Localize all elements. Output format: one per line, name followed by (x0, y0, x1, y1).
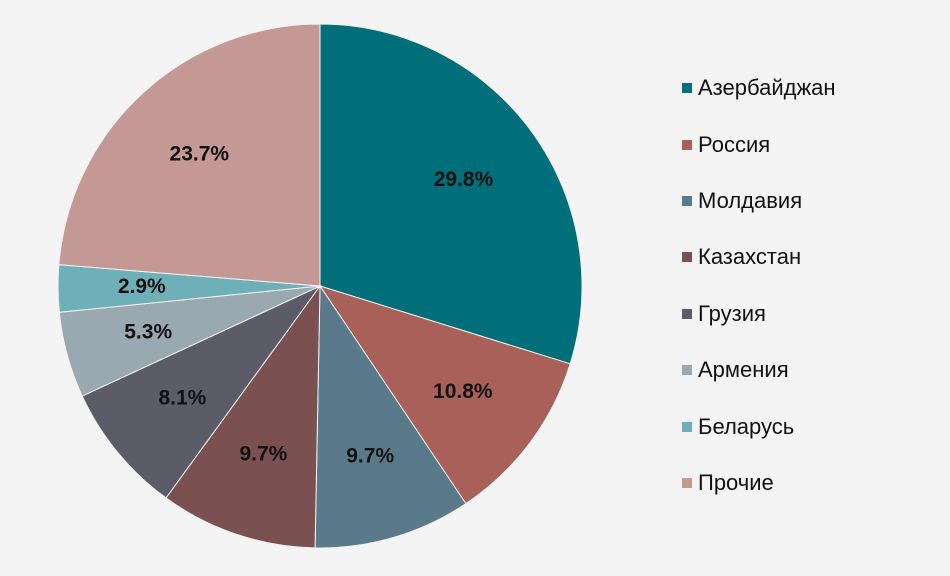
legend-label: Молдавия (698, 187, 803, 213)
chart-legend: Азербайджан Россия Молдавия Казахстан Грузия… (682, 60, 836, 511)
legend-item: Прочие (682, 455, 836, 511)
legend-swatch (682, 477, 692, 488)
legend-item: Россия (682, 116, 836, 172)
legend-swatch (682, 139, 692, 150)
pie-slice (58, 23, 321, 287)
slice-value-label: 8.1% (158, 387, 206, 410)
slice-value-label: 23.7% (170, 143, 230, 166)
pie-slice (319, 23, 583, 365)
legend-item: Беларусь (682, 398, 836, 454)
slice-value-label: 9.7% (239, 442, 287, 465)
legend-item: Молдавия (682, 173, 836, 229)
legend-swatch (682, 195, 692, 206)
legend-item: Грузия (682, 286, 836, 342)
pie-slice (81, 284, 322, 499)
legend-swatch (682, 421, 692, 432)
pie-slice (318, 285, 571, 505)
legend-swatch (682, 252, 692, 263)
legend-item: Казахстан (682, 229, 836, 285)
pie-value-labels: 29.8% 10.8% 9.7% 9.7% 8.1% 5.3% 2.9% 23.7% (118, 143, 494, 468)
pie-slices (57, 23, 583, 549)
slice-value-label: 5.3% (124, 321, 172, 344)
legend-label: Грузия (698, 300, 766, 326)
legend-label: Россия (698, 131, 771, 157)
legend-swatch (682, 83, 692, 94)
legend-swatch (682, 308, 692, 319)
slice-value-label: 2.9% (118, 275, 166, 298)
legend-label: Прочие (698, 469, 774, 495)
slice-value-label: 29.8% (434, 168, 494, 191)
legend-item: Армения (682, 342, 836, 398)
pie-slice (314, 284, 467, 549)
legend-item: Азербайджан (682, 60, 836, 116)
slice-value-label: 10.8% (433, 380, 493, 403)
legend-label: Казахстан (698, 244, 802, 270)
legend-label: Азербайджан (698, 75, 836, 101)
slice-value-label: 9.7% (346, 444, 394, 467)
legend-label: Армения (698, 357, 789, 383)
legend-label: Беларусь (698, 413, 795, 439)
pie-slice (165, 284, 321, 549)
legend-swatch (682, 365, 692, 376)
